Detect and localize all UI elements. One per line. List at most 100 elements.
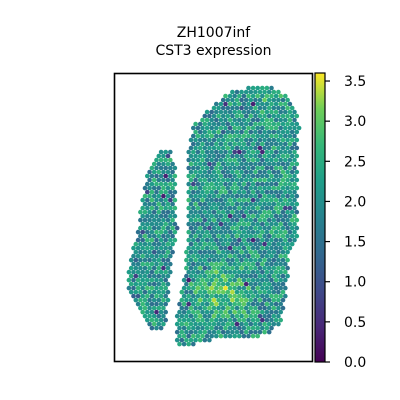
spot xyxy=(225,265,231,271)
spot xyxy=(250,173,256,179)
spot xyxy=(202,265,208,271)
spot xyxy=(149,197,155,203)
spot xyxy=(292,109,297,115)
spot xyxy=(195,173,201,179)
spot xyxy=(278,157,284,163)
spot xyxy=(223,173,228,179)
spot xyxy=(260,237,265,243)
spot xyxy=(172,229,178,235)
spot xyxy=(218,293,224,299)
spot xyxy=(243,329,249,335)
spot xyxy=(211,313,217,319)
spot xyxy=(202,145,208,151)
spot xyxy=(257,233,263,239)
spot xyxy=(142,305,148,311)
spot xyxy=(283,133,288,139)
spot xyxy=(197,201,203,207)
spot xyxy=(181,309,187,315)
spot xyxy=(246,213,251,219)
spot xyxy=(158,245,164,251)
spot xyxy=(273,277,279,283)
spot xyxy=(278,173,284,179)
spot xyxy=(154,261,159,267)
spot xyxy=(147,297,152,303)
spot xyxy=(220,305,226,311)
spot xyxy=(269,125,274,131)
spot xyxy=(239,137,244,143)
spot xyxy=(209,317,214,323)
colorbar-tick-label: 0.0 xyxy=(344,355,366,371)
spot xyxy=(243,201,249,207)
spot xyxy=(225,305,231,311)
spot xyxy=(223,133,228,139)
spot xyxy=(230,265,235,271)
spot xyxy=(237,157,242,163)
spot xyxy=(255,157,260,163)
spot xyxy=(197,273,203,279)
spot xyxy=(278,301,284,307)
spot xyxy=(239,289,244,295)
spot xyxy=(193,169,198,175)
spot xyxy=(255,101,260,107)
spot xyxy=(280,257,286,263)
spot xyxy=(266,177,272,183)
spot xyxy=(271,137,277,143)
spot xyxy=(280,177,286,183)
spot xyxy=(243,105,249,111)
spot xyxy=(168,189,173,195)
spot xyxy=(193,241,198,247)
spot xyxy=(237,109,242,115)
spot xyxy=(266,265,272,271)
spot xyxy=(218,197,224,203)
spot xyxy=(260,261,265,267)
spot xyxy=(197,337,203,343)
spot xyxy=(142,265,148,271)
spot xyxy=(264,293,270,299)
spot xyxy=(202,209,208,215)
spot xyxy=(161,297,166,303)
spot xyxy=(264,133,270,139)
spot xyxy=(218,245,224,251)
spot xyxy=(255,293,260,299)
spot xyxy=(232,261,237,267)
spot xyxy=(239,161,244,167)
spot xyxy=(165,265,171,271)
spot xyxy=(211,241,217,247)
spot xyxy=(209,189,214,195)
spot xyxy=(188,161,194,167)
spot xyxy=(147,257,152,263)
spot xyxy=(218,133,224,139)
spot xyxy=(260,285,265,291)
spot xyxy=(165,297,171,303)
spot xyxy=(209,269,214,275)
spot xyxy=(250,93,256,99)
spot xyxy=(260,125,265,131)
spot xyxy=(161,185,166,191)
spot xyxy=(246,165,251,171)
spot xyxy=(255,253,260,259)
spot xyxy=(163,237,168,243)
spot xyxy=(234,241,240,247)
spot xyxy=(241,189,247,195)
spot xyxy=(179,313,185,319)
spot xyxy=(227,141,233,147)
spot xyxy=(296,125,302,131)
spot xyxy=(131,293,136,299)
spot xyxy=(262,257,267,263)
spot xyxy=(278,293,284,299)
spot xyxy=(200,309,205,315)
spot xyxy=(154,197,159,203)
spot xyxy=(207,137,212,143)
spot xyxy=(158,197,164,203)
spot xyxy=(191,189,196,195)
spot xyxy=(197,321,203,327)
spot xyxy=(188,185,194,191)
spot xyxy=(276,161,281,167)
spot xyxy=(126,277,132,283)
spot xyxy=(237,229,242,235)
spot xyxy=(230,289,235,295)
spot xyxy=(287,157,293,163)
spot xyxy=(280,297,286,303)
spot xyxy=(234,137,240,143)
